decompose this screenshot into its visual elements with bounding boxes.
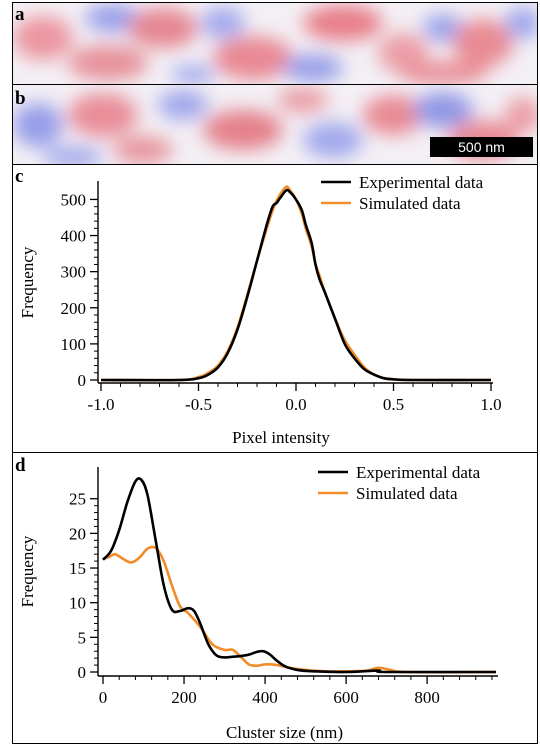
series-line-experimental <box>102 477 497 674</box>
legend-label-experimental: Experimental data <box>359 173 484 192</box>
panel-label-b: b <box>15 88 26 109</box>
y-tick-label: 10 <box>69 594 86 613</box>
series-line-simulated <box>100 185 492 382</box>
legend-label-experimental: Experimental data <box>356 463 481 482</box>
x-tick-label: 0 <box>99 688 108 707</box>
intensity-map-b <box>13 85 537 164</box>
y-tick-label: 0 <box>78 663 87 682</box>
x-tick-label: 0.5 <box>383 395 404 414</box>
panel-label-d: d <box>15 455 26 476</box>
x-tick-label: 400 <box>252 688 278 707</box>
x-tick-label: 600 <box>333 688 359 707</box>
x-tick-label: -1.0 <box>88 395 115 414</box>
divider-bc <box>12 164 538 165</box>
intensity-map-a <box>13 3 537 84</box>
x-tick-label: 1.0 <box>480 395 501 414</box>
y-tick-label: 20 <box>69 524 86 543</box>
y-axis-label: Frequency <box>18 535 37 607</box>
y-tick-label: 5 <box>78 628 87 647</box>
y-tick-label: 200 <box>61 299 87 318</box>
series-line-experimental <box>100 188 492 382</box>
series-line-simulated <box>102 545 497 674</box>
panel-label-a: a <box>15 4 25 25</box>
divider-cd <box>12 452 538 453</box>
legend-label-simulated: Simulated data <box>356 484 458 503</box>
y-tick-label: 100 <box>61 335 87 354</box>
divider-ab <box>12 84 538 85</box>
x-tick-label: -0.5 <box>185 395 212 414</box>
y-tick-label: 300 <box>61 263 87 282</box>
histogram-pixel-intensity: -1.0 -0.5 0.0 0.5 1.0 0 100 200 300 400 500 Pixel i… <box>18 173 502 447</box>
histogram-cluster-size: 0 200 400 600 800 0 5 10 15 20 25 Cluster size (nm)… <box>18 463 498 742</box>
x-axis-label: Pixel intensity <box>232 428 330 447</box>
y-axis-label: Frequency <box>18 246 37 318</box>
y-tick-label: 15 <box>69 559 86 578</box>
y-tick-label: 25 <box>69 490 86 509</box>
scale-bar: 500 nm <box>430 137 533 157</box>
x-tick-label: 200 <box>171 688 197 707</box>
panel-label-c: c <box>15 166 24 187</box>
y-tick-label: 400 <box>61 227 87 246</box>
figure-frame <box>12 2 538 744</box>
x-axis-label: Cluster size (nm) <box>226 723 343 742</box>
x-tick-label: 800 <box>414 688 440 707</box>
y-tick-label: 500 <box>61 190 87 209</box>
x-tick-label: 0.0 <box>285 395 306 414</box>
legend-label-simulated: Simulated data <box>359 194 461 213</box>
y-tick-label: 0 <box>78 371 87 390</box>
